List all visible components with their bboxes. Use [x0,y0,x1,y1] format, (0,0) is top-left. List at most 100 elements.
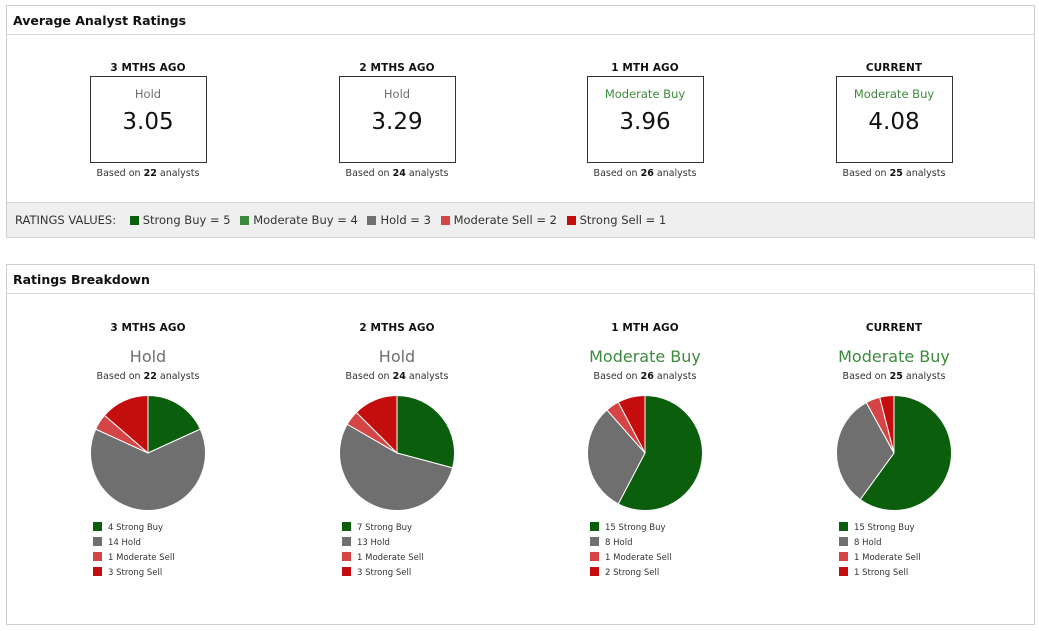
based-on-text: Based on 25 analysts [842,168,946,179]
pie-slice-strong-buy [617,394,703,511]
rating-box: Hold 3.29 [338,76,456,163]
swatch-icon [839,567,848,576]
pie-legend: 4 Strong Buy 14 Hold 1 Moderate Sell 3 Stro… [93,522,203,582]
pie-slice-strong-buy [859,394,952,511]
swatch-icon [590,567,599,576]
rating-label: Hold [129,347,167,366]
period-label: 3 MTHS AGO [110,322,186,334]
rating-value: 3.05 [122,109,174,135]
pie-legend: 15 Strong Buy 8 Hold 1 Moderate Sell 1 Stro… [839,522,949,582]
rating-value: 4.08 [868,109,920,135]
legend-strong-sell: Strong Sell = 1 [566,213,666,227]
average-ratings-title: Average Analyst Ratings [7,6,1034,35]
pie-legend-item: 1 Moderate Sell [839,552,949,567]
pie-chart [587,394,703,511]
swatch-icon [367,216,377,225]
pie-legend-label: 3 Strong Sell [108,568,163,578]
period-label: CURRENT [865,62,923,74]
based-on-text: Based on 24 analysts [345,168,449,179]
swatch-icon [342,567,351,576]
period-label: 2 MTHS AGO [359,62,435,74]
pie-legend-label: 13 Hold [357,538,390,548]
rating-value: 3.96 [619,109,671,135]
ratings-breakdown-panel: Ratings Breakdown 3 MTHS AGO Hold Based on… [6,264,1035,625]
pie-legend-label: 1 Moderate Sell [108,553,175,563]
pie-legend-item: 8 Hold [590,537,700,552]
pie-legend-label: 1 Moderate Sell [357,553,424,563]
swatch-icon [590,537,599,546]
legend-moderate-sell: Moderate Sell = 2 [440,213,557,227]
rating-label: Hold [383,87,411,101]
pie-legend-item: 8 Hold [839,537,949,552]
pie-slice-hold [90,428,206,511]
breakdown-col-1mth: 1 MTH AGO Moderate Buy Based on 26 analyst… [545,322,745,582]
swatch-icon [590,552,599,561]
rating-box: Moderate Buy 4.08 [835,76,953,163]
pie-chart [835,394,952,511]
based-on-text: Based on 26 analysts [593,168,697,179]
pie-chart [339,394,455,511]
pie-legend-label: 15 Strong Buy [854,523,915,533]
pie-legend: 7 Strong Buy 13 Hold 1 Moderate Sell 3 Stro… [342,522,452,582]
pie-legend-label: 8 Hold [854,538,882,548]
pie-slice-strong-sell [617,394,646,454]
ratings-breakdown-title: Ratings Breakdown [7,265,1034,294]
pie-slice-strong-sell [879,394,895,454]
pie-slice-hold [835,401,895,501]
based-on-text: Based on 25 analysts [842,371,946,382]
period-label: CURRENT [865,322,923,334]
swatch-icon [240,216,250,225]
pie-legend-label: 14 Hold [108,538,141,548]
swatch-icon [93,567,102,576]
pie-legend-label: 1 Moderate Sell [605,553,672,563]
swatch-icon [440,216,450,225]
pie-slice-hold [587,409,646,505]
period-label: 3 MTHS AGO [110,62,186,74]
swatch-icon [839,522,848,531]
pie-legend-label: 1 Strong Sell [854,568,909,578]
avg-col-current: CURRENT Moderate Buy 4.08 Based on 25 an… [794,62,994,179]
avg-col-1mth: 1 MTH AGO Moderate Buy 3.96 Based on 26 … [545,62,745,179]
swatch-icon [839,537,848,546]
legend-hold: Hold = 3 [367,213,431,227]
rating-label: Hold [134,87,162,101]
average-ratings-panel: Average Analyst Ratings 3 MTHS AGO Hold … [6,5,1035,238]
rating-label: Moderate Buy [853,87,935,101]
ratings-values-legend: RATINGS VALUES: Strong Buy = 5 Moderate … [7,202,1034,237]
pie-legend-item: 15 Strong Buy [590,522,700,537]
breakdown-col-3mths: 3 MTHS AGO Hold Based on 22 analysts 4 Stro… [48,322,248,582]
pie-legend-item: 4 Strong Buy [93,522,203,537]
swatch-icon [93,552,102,561]
swatch-icon [93,522,102,531]
based-on-text: Based on 22 analysts [96,168,200,179]
avg-col-3mths: 3 MTHS AGO Hold 3.05 Based on 22 analyst… [48,62,248,179]
period-label: 2 MTHS AGO [359,322,435,334]
swatch-icon [566,216,576,225]
pie-legend-item: 7 Strong Buy [342,522,452,537]
pie-legend-label: 1 Moderate Sell [854,553,921,563]
pie-legend-label: 3 Strong Sell [357,568,412,578]
swatch-icon [839,552,848,561]
pie-legend-item: 1 Strong Sell [839,567,949,582]
rating-label: Hold [378,347,416,366]
period-label: 1 MTH AGO [611,322,679,334]
pie-legend-label: 8 Hold [605,538,633,548]
pie-legend-label: 4 Strong Buy [108,523,164,533]
pie-legend-label: 15 Strong Buy [605,523,666,533]
legend-moderate-buy: Moderate Buy = 4 [240,213,358,227]
based-on-text: Based on 22 analysts [96,371,200,382]
pie-legend-label: 7 Strong Buy [357,523,413,533]
pie-slice-strong-buy [396,394,455,469]
swatch-icon [342,537,351,546]
breakdown-col-current: CURRENT Moderate Buy Based on 25 analysts 1… [794,322,994,582]
pie-slice-hold [339,423,454,511]
avg-col-2mths: 2 MTHS AGO Hold 3.29 Based on 24 analyst… [297,62,497,179]
ratings-values-label: RATINGS VALUES: [15,213,117,227]
rating-box: Moderate Buy 3.96 [586,76,704,163]
swatch-icon [590,522,599,531]
pie-legend-item: 3 Strong Sell [342,567,452,582]
pie-legend-item: 3 Strong Sell [93,567,203,582]
rating-label: Moderate Buy [604,87,686,101]
pie-legend-item: 15 Strong Buy [839,522,949,537]
swatch-icon [342,552,351,561]
